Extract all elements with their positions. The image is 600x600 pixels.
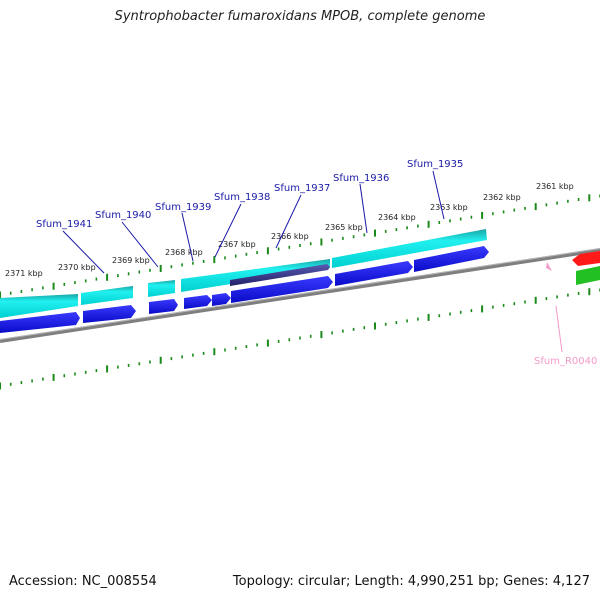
tick-ring-lower bbox=[0, 288, 600, 390]
rna-label-sfum-r0040: Sfum_R0040 bbox=[534, 356, 597, 367]
green-feature bbox=[576, 266, 600, 285]
leader-line bbox=[359, 183, 368, 234]
gene-label-sfum-1937: Sfum_1937 bbox=[274, 183, 330, 194]
tick-ring-upper bbox=[0, 194, 600, 299]
genome-summary-text: Topology: circular; Length: 4,990,251 bp… bbox=[232, 574, 590, 589]
gene-track bbox=[0, 246, 489, 333]
gene-feature bbox=[149, 299, 178, 314]
tick-label: 2369 kbp bbox=[112, 256, 150, 265]
leader-line bbox=[214, 203, 242, 258]
gene-feature bbox=[231, 276, 333, 303]
gene-label-sfum-1939: Sfum_1939 bbox=[155, 202, 211, 213]
tick-label: 2361 kbp bbox=[536, 182, 574, 191]
cds-feature bbox=[0, 294, 78, 318]
gene-feature bbox=[83, 305, 136, 323]
gene-label-sfum-1935: Sfum_1935 bbox=[407, 159, 463, 170]
genome-backbone-highlight bbox=[0, 248, 600, 340]
tick-label: 2366 kbp bbox=[271, 232, 309, 241]
tick-label: 2363 kbp bbox=[430, 203, 468, 212]
tick-label: 2368 kbp bbox=[165, 248, 203, 257]
gene-label-sfum-1936: Sfum_1936 bbox=[333, 173, 389, 184]
gene-label-sfum-1940: Sfum_1940 bbox=[95, 210, 151, 221]
gene-leader-lines bbox=[62, 170, 445, 274]
cds-feature bbox=[181, 259, 330, 292]
gene-label-sfum-1941: Sfum_1941 bbox=[36, 219, 92, 230]
genome-backbone bbox=[0, 248, 600, 343]
gene-feature bbox=[184, 295, 212, 309]
gene-feature bbox=[0, 312, 80, 333]
rna-leader-line bbox=[555, 305, 563, 353]
tick-label: 2365 kbp bbox=[325, 223, 363, 232]
tick-label: 2370 kbp bbox=[58, 263, 96, 272]
leader-line bbox=[62, 230, 105, 274]
gene-feature bbox=[414, 246, 489, 272]
leader-line bbox=[432, 170, 445, 220]
gene-label-sfum-1938: Sfum_1938 bbox=[214, 192, 270, 203]
gene-feature-dark bbox=[230, 264, 330, 286]
cds-feature bbox=[148, 280, 175, 297]
tick-label: 2367 kbp bbox=[218, 240, 256, 249]
tick-label: 2364 kbp bbox=[378, 213, 416, 222]
cds-feature bbox=[81, 286, 133, 305]
leader-line bbox=[121, 221, 159, 268]
leader-line bbox=[275, 194, 302, 249]
cds-track bbox=[0, 229, 487, 318]
gene-feature bbox=[335, 261, 413, 286]
right-features bbox=[546, 251, 600, 353]
tick-labels: 2371 kbp 2370 kbp 2369 kbp 2368 kbp 2367… bbox=[5, 182, 574, 278]
cds-feature bbox=[332, 229, 487, 268]
gene-feature bbox=[212, 293, 231, 306]
tick-label: 2371 kbp bbox=[5, 269, 43, 278]
red-feature bbox=[572, 251, 600, 266]
map-title: Syntrophobacter fumaroxidans MPOB, compl… bbox=[114, 9, 486, 24]
leader-line bbox=[181, 212, 194, 262]
tick-label: 2362 kbp bbox=[483, 193, 521, 202]
rna-marker bbox=[546, 262, 552, 271]
accession-text: Accession: NC_008554 bbox=[9, 574, 157, 589]
gene-labels: Sfum_1941 Sfum_1940 Sfum_1939 Sfum_1938 … bbox=[36, 159, 597, 367]
